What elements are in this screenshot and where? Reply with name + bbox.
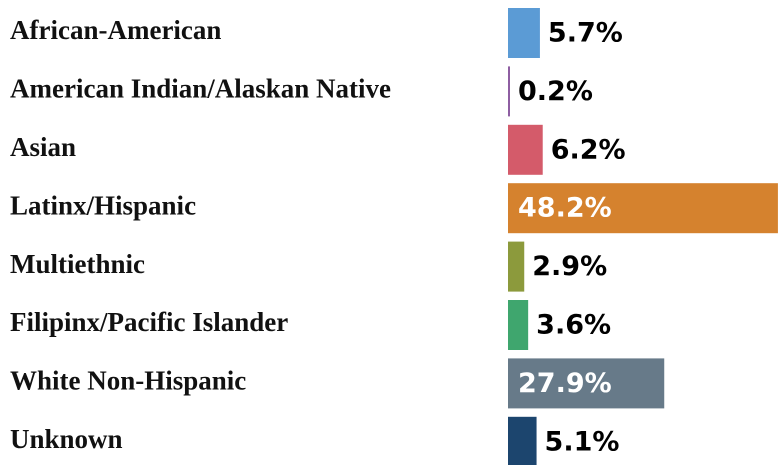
- value-label: 27.9%: [518, 368, 612, 399]
- value-label: 48.2%: [518, 193, 612, 224]
- bar: [508, 66, 510, 117]
- bar: [508, 300, 529, 350]
- category-label: African-American: [10, 15, 221, 45]
- value-label: 5.7%: [548, 18, 623, 49]
- value-label: 6.2%: [551, 134, 626, 165]
- bar: [508, 241, 525, 292]
- category-label: White Non-Hispanic: [10, 366, 246, 396]
- value-label: 5.1%: [545, 426, 620, 457]
- category-label: Unknown: [10, 424, 123, 454]
- bar: [508, 183, 778, 234]
- bar: [508, 358, 665, 409]
- value-label: 2.9%: [532, 251, 607, 282]
- bar: [508, 124, 543, 175]
- category-label: Latinx/Hispanic: [10, 190, 196, 220]
- category-label: Filipinx/Pacific Islander: [10, 307, 288, 337]
- category-label: Multiethnic: [10, 249, 145, 279]
- category-label: American Indian/Alaskan Native: [10, 74, 391, 104]
- bar: [508, 416, 537, 465]
- category-label: Asian: [10, 132, 76, 162]
- value-label: 0.2%: [518, 76, 593, 107]
- bar: [508, 8, 540, 58]
- value-label: 3.6%: [536, 310, 611, 341]
